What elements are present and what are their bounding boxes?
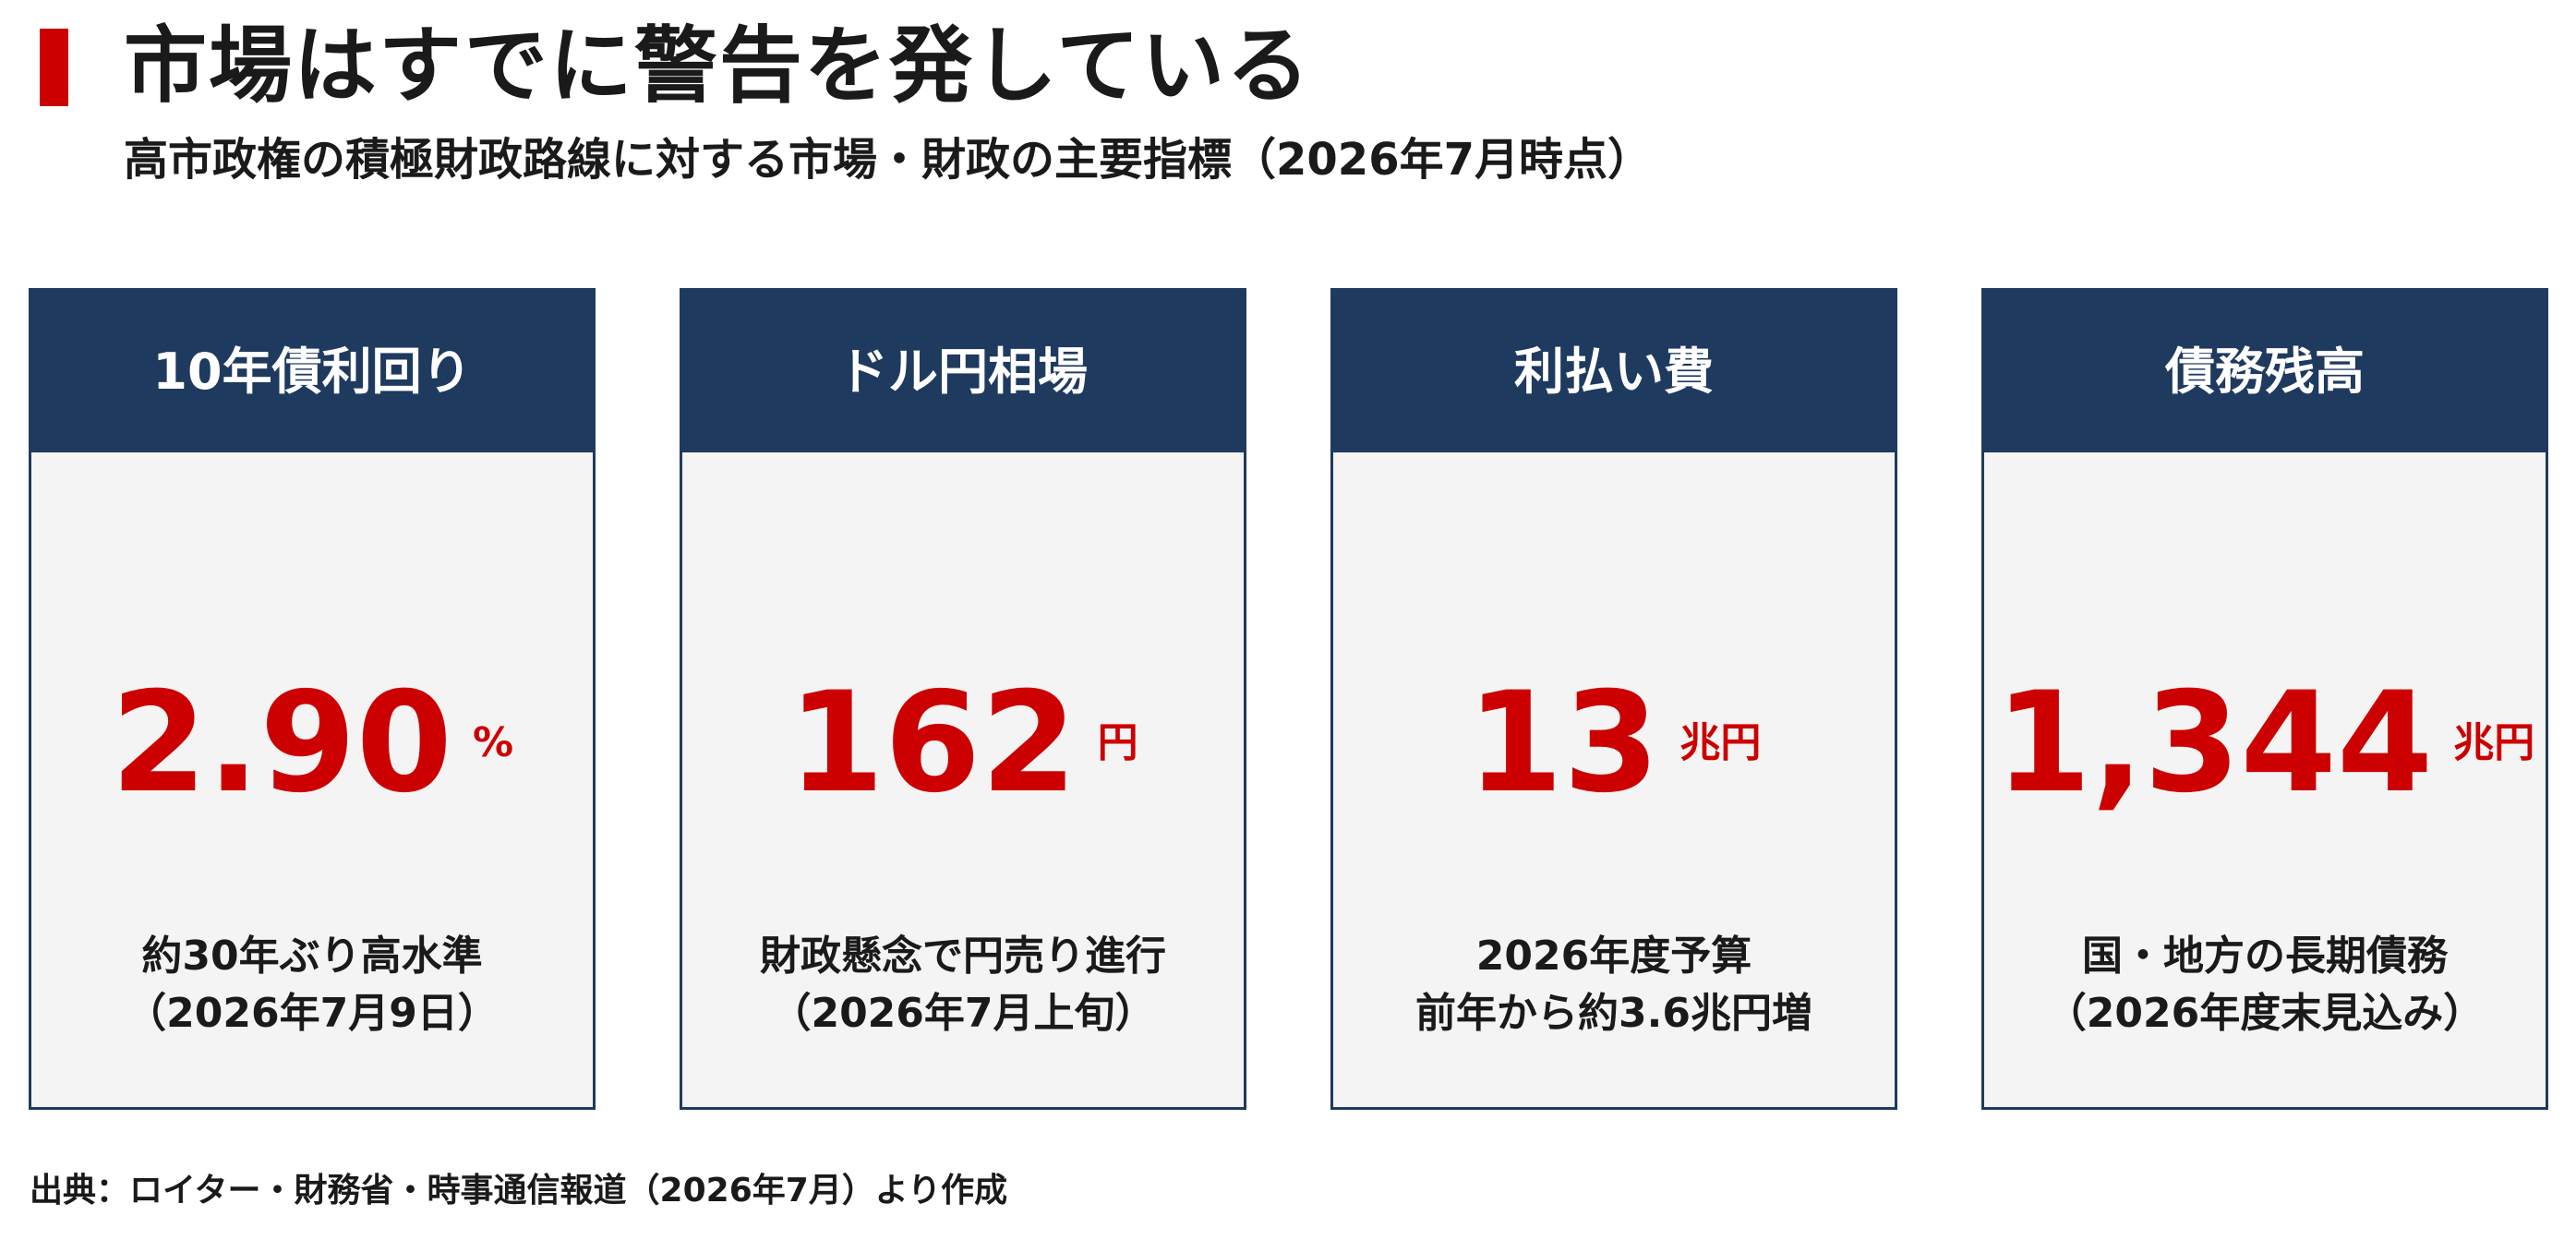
card-value-row: 1,344 兆円 [1984, 651, 2546, 836]
card-value: 162 [788, 663, 1077, 824]
card-value-row: 13 兆円 [1333, 651, 1895, 836]
card-unit: % [473, 719, 514, 766]
card-value-row: 162 円 [682, 651, 1244, 836]
card-unit: 兆円 [2453, 719, 2535, 766]
title-accent-bar [40, 29, 68, 106]
card-header: 10年債利回り [31, 291, 593, 452]
indicator-card-bond-yield: 10年債利回り 2.90 % 約30年ぶり高水準 （2026年7月9日） [29, 288, 596, 1110]
card-value: 1,344 [1994, 663, 2434, 824]
card-header: 債務残高 [1984, 291, 2546, 452]
card-description: 2026年度予算 前年から約3.6兆円増 [1333, 928, 1895, 1042]
card-value: 2.90 [110, 663, 452, 824]
card-description-line1: 国・地方の長期債務 [2082, 933, 2448, 980]
card-description: 国・地方の長期債務 （2026年度末見込み） [1984, 928, 2546, 1042]
card-description-line1: 財政懸念で円売り進行 [760, 933, 1166, 980]
page-subtitle: 高市政権の積極財政路線に対する市場・財政の主要指標（2026年7月時点） [124, 134, 1652, 186]
card-header: ドル円相場 [682, 291, 1244, 452]
indicator-card-debt-balance: 債務残高 1,344 兆円 国・地方の長期債務 （2026年度末見込み） [1981, 288, 2548, 1110]
source-note: 出典：ロイター・財務省・時事通信報道（2026年7月）より作成 [30, 1172, 1008, 1210]
card-description-line2: （2026年7月上旬） [770, 990, 1156, 1037]
card-value: 13 [1466, 663, 1660, 824]
card-description: 財政懸念で円売り進行 （2026年7月上旬） [682, 928, 1244, 1042]
card-unit: 兆円 [1679, 719, 1762, 766]
card-description-line1: 2026年度予算 [1475, 933, 1752, 980]
card-description-line2: （2026年7月9日） [126, 990, 499, 1037]
indicator-card-interest-payments: 利払い費 13 兆円 2026年度予算 前年から約3.6兆円増 [1330, 288, 1897, 1110]
card-description-line2: 前年から約3.6兆円増 [1415, 990, 1812, 1037]
indicator-card-usd-jpy: ドル円相場 162 円 財政懸念で円売り進行 （2026年7月上旬） [680, 288, 1246, 1110]
card-unit: 円 [1097, 719, 1138, 766]
card-description: 約30年ぶり高水準 （2026年7月9日） [31, 928, 593, 1042]
page-title: 市場はすでに警告を発している [124, 18, 1312, 114]
card-value-row: 2.90 % [31, 651, 593, 836]
card-header: 利払い費 [1333, 291, 1895, 452]
card-description-line1: 約30年ぶり高水準 [141, 933, 483, 980]
card-description-line2: （2026年度末見込み） [2045, 990, 2485, 1037]
